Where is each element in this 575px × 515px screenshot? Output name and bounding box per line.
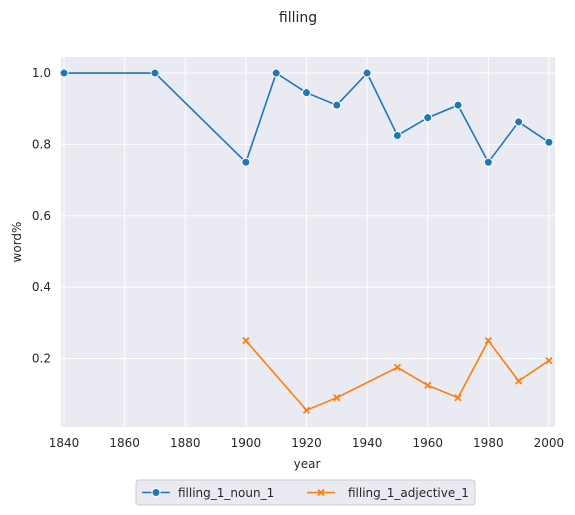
y-tick-label: 1.0 (32, 66, 51, 80)
y-tick-label: 0.6 (32, 209, 51, 223)
legend-box (135, 479, 476, 506)
legend-marker (151, 488, 161, 497)
y-axis-ticks: 0.2 0.4 0.6 0.8 1.0 (32, 66, 51, 365)
x-tick-label: 1960 (412, 436, 443, 450)
data-point (393, 363, 402, 372)
data-point (483, 157, 493, 167)
legend-label: filling_1_adjective_1 (348, 486, 469, 500)
chart-title: filling (279, 10, 317, 26)
data-point (514, 117, 524, 127)
legend-entry: filling_1_adjective_1 (307, 486, 469, 500)
data-point (423, 113, 433, 123)
plot-area (61, 57, 555, 427)
data-point (301, 88, 311, 98)
data-point (242, 337, 250, 345)
series-filling_1_adjective_1 (242, 337, 553, 414)
data-point (453, 100, 463, 110)
legend-label: filling_1_noun_1 (178, 486, 274, 500)
data-point (514, 377, 523, 385)
legend: filling_1_noun_1 filling_1_adjective_1 (135, 479, 476, 506)
series-filling_1_noun_1 (59, 68, 554, 167)
x-tick-label: 2000 (534, 436, 565, 450)
data-point (302, 406, 311, 414)
data-point (424, 381, 432, 389)
x-tick-label: 1840 (49, 436, 80, 450)
legend-marker (317, 488, 325, 497)
data-point (241, 157, 251, 167)
data-point (454, 394, 462, 402)
data-point (545, 356, 553, 365)
data-point (333, 394, 341, 402)
data-point (59, 68, 69, 78)
gridlines (61, 57, 555, 427)
data-point (362, 68, 372, 78)
y-axis-label: word% (10, 222, 24, 263)
y-tick-label: 0.8 (32, 137, 51, 151)
x-axis-ticks: 1840 1860 1880 1900 1920 1940 1960 1980 2000 (49, 436, 564, 450)
data-point (392, 130, 402, 140)
x-tick-label: 1920 (291, 436, 322, 450)
x-axis-label: year (294, 457, 321, 471)
x-tick-label: 1880 (170, 436, 201, 450)
data-point (150, 68, 160, 78)
series-layer (59, 68, 554, 414)
x-tick-label: 1980 (473, 436, 504, 450)
y-tick-label: 0.4 (32, 280, 51, 294)
x-tick-label: 1860 (109, 436, 140, 450)
y-tick-label: 0.2 (32, 351, 51, 365)
data-point (271, 68, 281, 78)
data-point (332, 100, 342, 110)
legend-entry: filling_1_noun_1 (142, 486, 274, 500)
data-point (544, 137, 554, 147)
data-point (484, 337, 492, 345)
x-tick-label: 1940 (352, 436, 383, 450)
x-tick-label: 1900 (231, 436, 262, 450)
